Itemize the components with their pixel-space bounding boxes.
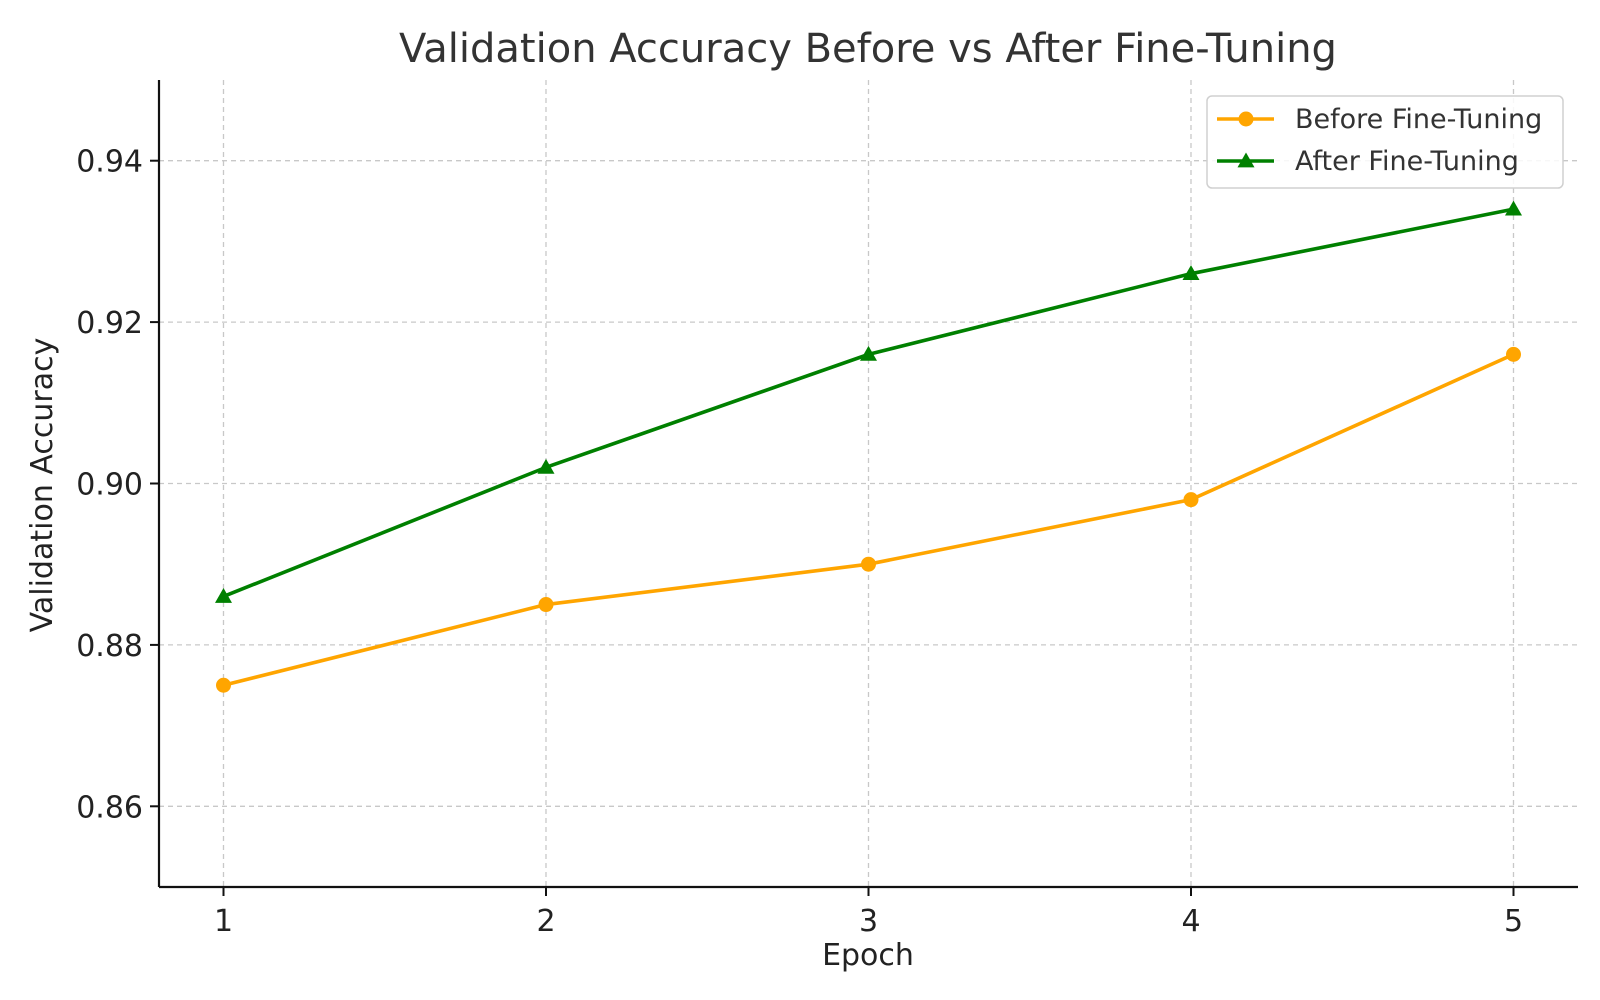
y-axis-label: Validation Accuracy [25, 338, 60, 633]
legend: Before Fine-Tuning After Fine-Tuning [1206, 95, 1564, 189]
data-point [538, 597, 554, 613]
data-point [861, 556, 876, 572]
data-point [1183, 492, 1199, 508]
x-tick-label: 4 [1181, 904, 1200, 939]
data-point [216, 677, 231, 693]
y-tick-label: 0.86 [76, 790, 143, 825]
legend-item: Before Fine-Tuning [1217, 104, 1542, 135]
series-after-fine-tuning [215, 200, 1522, 603]
legend-label: Before Fine-Tuning [1295, 104, 1542, 135]
y-tick-label: 0.92 [76, 306, 143, 341]
data-point [860, 345, 877, 361]
x-tick-label: 5 [1504, 904, 1523, 939]
legend-marker [1238, 111, 1254, 127]
data-point [1182, 265, 1200, 281]
series-layer [215, 200, 1522, 693]
data-point [1506, 346, 1521, 362]
legend-marker [1237, 152, 1255, 168]
data-point [215, 587, 232, 603]
grid-layer [159, 80, 1578, 887]
legend-label: After Fine-Tuning [1295, 146, 1519, 177]
series-before-fine-tuning [216, 346, 1521, 693]
y-tick-label: 0.88 [76, 629, 143, 664]
x-tick-label: 1 [214, 904, 233, 939]
legend-item: After Fine-Tuning [1217, 146, 1519, 177]
ticks-layer: 1 2 3 4 5 0.86 0.88 0.90 0.92 0.94 [76, 145, 1523, 939]
data-point [537, 458, 555, 474]
chart-title: Validation Accuracy Before vs After Fine… [399, 26, 1337, 72]
data-point [1505, 200, 1522, 216]
legend-box [1206, 95, 1564, 189]
series-line [221, 207, 1516, 599]
y-tick-label: 0.90 [76, 468, 143, 503]
x-tick-label: 3 [859, 904, 878, 939]
x-tick-label: 2 [536, 904, 555, 939]
x-axis-label: Epoch [822, 938, 914, 973]
y-tick-label: 0.94 [76, 145, 143, 180]
